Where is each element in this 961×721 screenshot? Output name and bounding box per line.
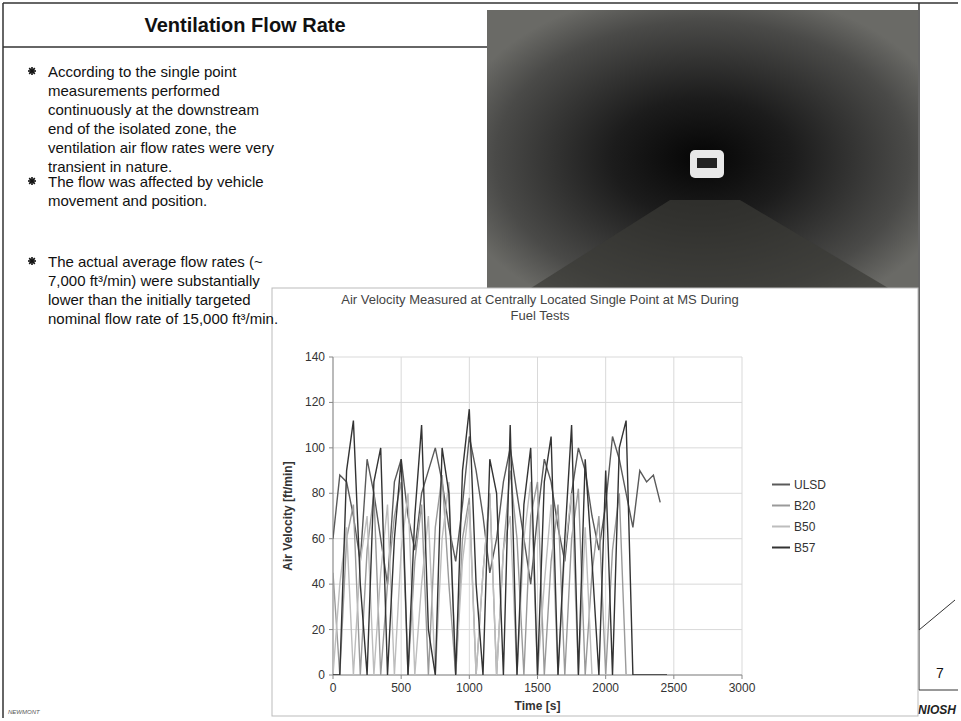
y-tick-label: 140 [305, 350, 325, 364]
photo-vehicle [690, 150, 724, 178]
x-grid-line [673, 357, 674, 675]
series-line [333, 409, 667, 675]
y-tick [329, 675, 333, 676]
legend-swatch [772, 547, 790, 549]
slide: Ventilation Flow Rate 7 NEWMONT NIOSH Air Ve… [0, 0, 961, 721]
y-tick [329, 493, 333, 494]
y-grid-line [333, 447, 742, 448]
x-tick [742, 675, 743, 679]
x-grid-line [742, 357, 743, 675]
legend-label: B20 [794, 499, 816, 513]
bullet-marker-ray [29, 178, 35, 184]
bullet-marker-ray [29, 68, 35, 74]
y-tick-label: 80 [312, 486, 326, 500]
x-tick [605, 675, 606, 679]
y-grid-line [333, 357, 742, 358]
y-grid-line [333, 402, 742, 403]
frame-left [2, 3, 4, 718]
bullet-text: The actual average flow rates (~ 7,000 f… [48, 252, 280, 328]
y-tick-label: 20 [312, 623, 326, 637]
bullet-marker [28, 177, 36, 185]
legend-swatch [772, 484, 790, 486]
x-tick [537, 675, 538, 679]
y-axis-title: Air Velocity [ft/min] [281, 461, 295, 570]
bullet-text: The flow was affected by vehicle movemen… [48, 172, 280, 210]
y-tick-label: 60 [312, 532, 326, 546]
frame-top [3, 2, 958, 4]
photo-floor [520, 200, 900, 295]
chart-background [272, 288, 918, 716]
legend-swatch [772, 526, 790, 528]
legend-swatch [772, 505, 790, 507]
chart-title-line: Air Velocity Measured at Centrally Locat… [341, 292, 738, 307]
title-underline [3, 46, 487, 48]
chart-title: Air Velocity Measured at Centrally Locat… [341, 292, 738, 323]
y-tick [329, 447, 333, 448]
x-tick [333, 675, 334, 679]
x-tick-label: 3000 [729, 681, 756, 695]
y-tick-label: 100 [305, 441, 325, 455]
photo [487, 10, 918, 295]
x-grid-line [333, 357, 334, 675]
photo-vehicle-window [697, 158, 717, 168]
chart-title-line: Fuel Tests [510, 308, 570, 323]
y-tick [329, 357, 333, 358]
x-grid-line [605, 357, 606, 675]
bullet-marker-ray [29, 258, 35, 264]
x-grid-line [401, 357, 402, 675]
plot-area [333, 409, 667, 675]
logo-left: NEWMONT [8, 709, 41, 715]
x-tick-label: 0 [330, 681, 337, 695]
y-tick [329, 402, 333, 403]
y-tick-label: 120 [305, 395, 325, 409]
x-tick-label: 1000 [456, 681, 483, 695]
y-tick-label: 40 [312, 577, 326, 591]
corner-base [919, 630, 920, 690]
x-tick [401, 675, 402, 679]
legend-label: B57 [794, 541, 816, 555]
y-tick [329, 538, 333, 539]
bullet-marker [28, 257, 36, 265]
logo-right: NIOSH [918, 703, 956, 717]
x-tick [469, 675, 470, 679]
y-tick [329, 584, 333, 585]
bullet-text: According to the single point measuremen… [48, 62, 280, 176]
y-tick-label: 0 [318, 668, 325, 682]
x-tick [673, 675, 674, 679]
slide-title: Ventilation Flow Rate [144, 14, 345, 36]
y-tick [329, 629, 333, 630]
x-tick-label: 500 [391, 681, 411, 695]
x-tick-label: 2500 [660, 681, 687, 695]
y-axis [333, 357, 334, 675]
bullet-marker [28, 67, 36, 75]
y-grid-line [333, 629, 742, 630]
x-axis-title: Time [s] [515, 699, 561, 713]
y-grid-line [333, 584, 742, 585]
x-tick-label: 2000 [592, 681, 619, 695]
x-tick-label: 1500 [524, 681, 551, 695]
legend-label: ULSD [794, 478, 826, 492]
corner-bottom [919, 690, 958, 691]
corner-diagonal [919, 600, 955, 630]
legend-label: B50 [794, 520, 816, 534]
page-number: 7 [936, 665, 944, 681]
